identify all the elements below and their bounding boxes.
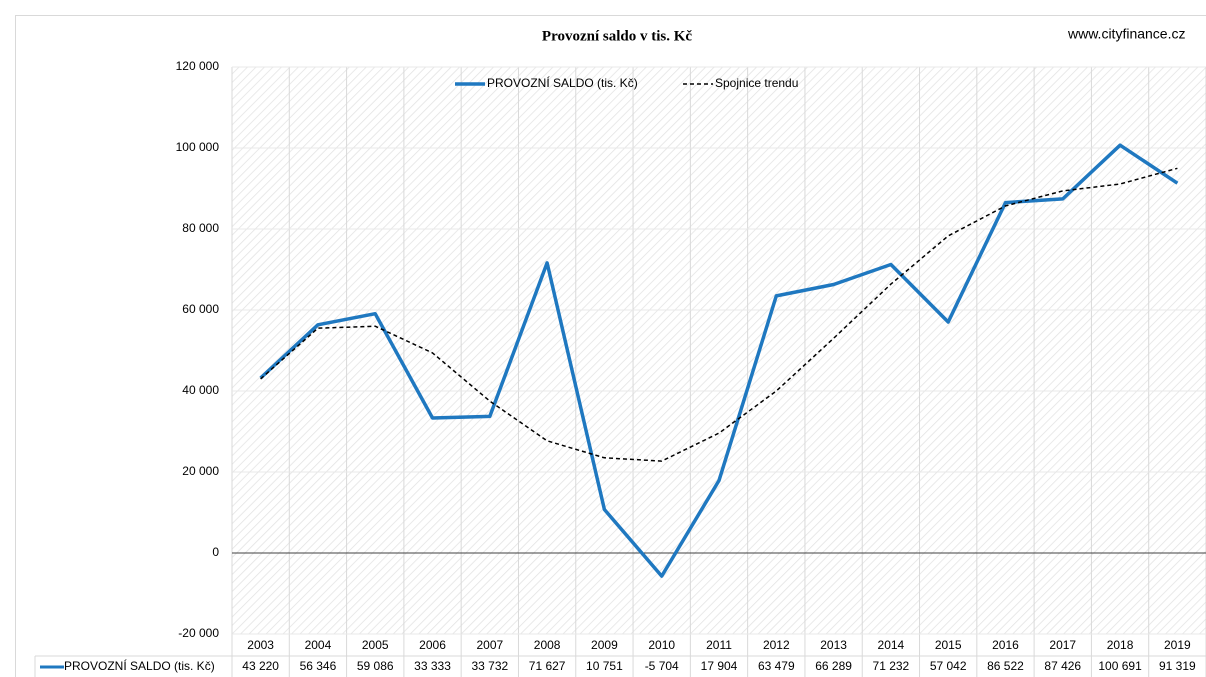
chart-title: Provozní saldo v tis. Kč <box>542 28 692 44</box>
table-value: -5 704 <box>645 659 679 673</box>
y-tick-label: 120 000 <box>176 59 220 73</box>
x-tick-label: 2005 <box>362 638 389 652</box>
table-value: 57 042 <box>930 659 967 673</box>
table-series-label: PROVOZNÍ SALDO (tis. Kč) <box>64 658 215 673</box>
legend-label: Spojnice trendu <box>715 76 798 90</box>
y-tick-label: 60 000 <box>182 302 219 316</box>
watermark: www.cityfinance.cz <box>1067 26 1185 42</box>
table-value: 10 751 <box>586 659 623 673</box>
table-value: 87 426 <box>1044 659 1081 673</box>
x-tick-label: 2006 <box>419 638 446 652</box>
x-tick-label: 2013 <box>820 638 847 652</box>
legend-label: PROVOZNÍ SALDO (tis. Kč) <box>487 75 638 90</box>
data-line <box>259 143 1179 578</box>
x-tick-label: 2011 <box>706 638 732 652</box>
x-tick-label: 2017 <box>1049 638 1076 652</box>
table-value: 56 346 <box>300 659 337 673</box>
x-tick-label: 2009 <box>591 638 618 652</box>
trend-line <box>260 167 1178 462</box>
table-value: 33 732 <box>471 659 508 673</box>
x-tick-label: 2004 <box>305 638 332 652</box>
x-tick-label: 2018 <box>1107 638 1134 652</box>
y-tick-label: 20 000 <box>182 464 219 478</box>
table-value: 71 627 <box>529 659 566 673</box>
table-value: 86 522 <box>987 659 1024 673</box>
x-tick-label: 2015 <box>935 638 962 652</box>
table-value: 43 220 <box>242 659 279 673</box>
plot-area <box>232 67 1206 634</box>
table-value: 33 333 <box>414 659 451 673</box>
table-value: 17 904 <box>701 659 738 673</box>
y-tick-label: 40 000 <box>182 383 219 397</box>
x-tick-label: 2019 <box>1164 638 1191 652</box>
table-value: 91 319 <box>1159 659 1196 673</box>
table-value: 59 086 <box>357 659 394 673</box>
table-value: 100 691 <box>1098 659 1142 673</box>
x-tick-label: 2010 <box>648 638 675 652</box>
y-tick-label: 100 000 <box>176 140 220 154</box>
x-tick-label: 2012 <box>763 638 790 652</box>
x-tick-label: 2016 <box>992 638 1019 652</box>
x-tick-label: 2008 <box>534 638 561 652</box>
table-value: 71 232 <box>873 659 910 673</box>
y-tick-label: -20 000 <box>178 626 219 640</box>
x-tick-label: 2014 <box>878 638 905 652</box>
y-tick-label: 0 <box>212 545 219 559</box>
table-value: 66 289 <box>815 659 852 673</box>
table-value: 63 479 <box>758 659 795 673</box>
chart-frame <box>15 15 1206 677</box>
x-tick-label: 2007 <box>476 638 503 652</box>
y-tick-label: 80 000 <box>182 221 219 235</box>
x-tick-label: 2003 <box>247 638 274 652</box>
